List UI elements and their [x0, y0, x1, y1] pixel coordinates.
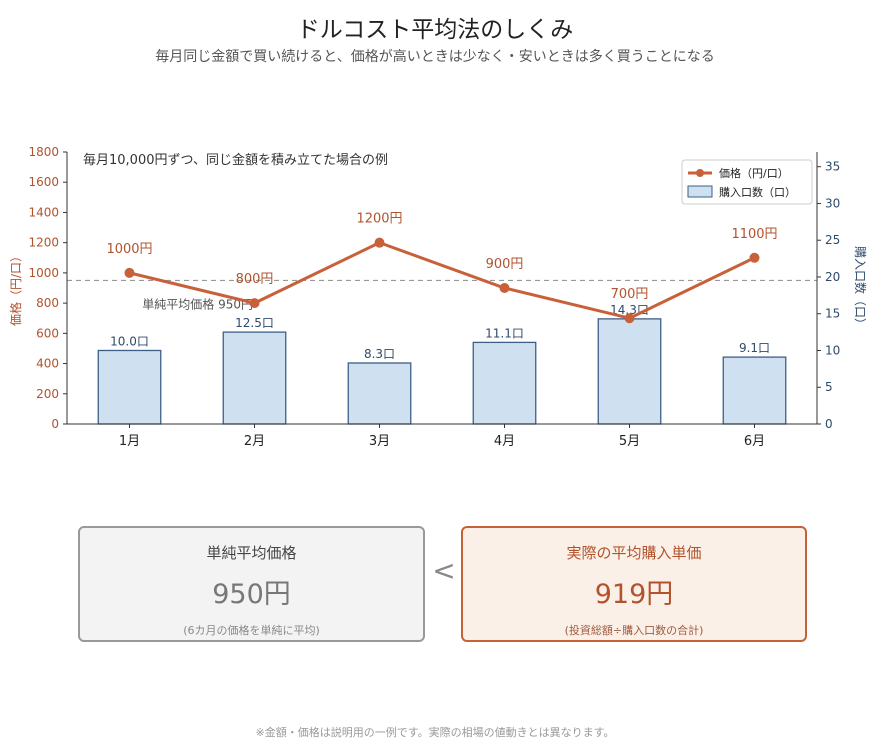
actual-average-value: 919円 — [594, 579, 674, 610]
simple-average-value: 950円 — [212, 579, 291, 610]
left-tick-label: 1400 — [28, 205, 59, 219]
legend-bar-label: 購入口数（口） — [719, 185, 796, 199]
x-tick-label: 2月 — [244, 434, 265, 449]
price-value-label: 800円 — [236, 272, 274, 287]
right-tick-label: 5 — [825, 380, 833, 394]
x-tick-label: 6月 — [744, 434, 765, 449]
price-point — [749, 252, 760, 263]
bar-value-label: 12.5口 — [235, 316, 274, 330]
bar-units — [472, 341, 537, 425]
price-value-label: 1200円 — [356, 212, 402, 227]
bar-value-label: 8.3口 — [364, 347, 395, 361]
average-reference-label: 単純平均価格 950円 — [142, 296, 253, 311]
price-line — [129, 241, 756, 320]
legend-price-marker — [696, 169, 704, 177]
right-axis-title: 購入口数（口） — [853, 246, 868, 330]
left-tick-label: 600 — [36, 326, 59, 340]
bar-units — [597, 318, 662, 425]
x-tick-label: 3月 — [369, 434, 390, 449]
right-tick-label: 0 — [825, 417, 833, 431]
legend-price-label: 価格（円/口） — [719, 166, 789, 180]
left-tick-label: 200 — [36, 387, 59, 401]
simple-average-note: (6カ月の価格を単純に平均) — [183, 624, 320, 637]
right-tick-label: 30 — [825, 196, 840, 210]
simple-average-label: 単純平均価格 — [206, 544, 297, 562]
page-subtitle: 毎月同じ金額で買い続けると、価格が高いときは少なく・安いときは多く買うことになる — [155, 49, 715, 65]
bar-units — [347, 362, 412, 425]
footer-disclaimer: ※金額・価格は説明用の一例です。実際の相場の値動きとは異なります。 — [255, 726, 615, 739]
price-point — [249, 298, 260, 309]
bar-value-label: 9.1口 — [739, 341, 770, 355]
simple-average-box: 単純平均価格 950円 (6カ月の価格を単純に平均) — [78, 526, 425, 642]
actual-average-box: 実際の平均購入単価 919円 (投資総額÷購入口数の合計) — [461, 526, 807, 642]
legend-bar-swatch — [687, 185, 713, 198]
x-tick-label: 4月 — [494, 434, 515, 449]
price-value-label: 900円 — [486, 257, 524, 272]
left-axis-title: 価格（円/口） — [8, 250, 23, 326]
left-tick-label: 1200 — [28, 236, 59, 250]
right-tick-label: 10 — [825, 343, 840, 357]
left-tick-label: 1600 — [28, 175, 59, 189]
right-tick-label: 15 — [825, 307, 840, 321]
price-point — [374, 237, 385, 248]
left-tick-label: 0 — [51, 417, 59, 431]
actual-average-note: (投資総額÷購入口数の合計) — [564, 624, 704, 637]
price-value-label: 1000円 — [106, 242, 152, 257]
price-point — [499, 283, 510, 293]
legend-box — [681, 159, 813, 205]
bar-units — [222, 331, 287, 425]
bar-value-label: 10.0口 — [110, 334, 149, 348]
right-tick-label: 35 — [825, 160, 840, 174]
page-title: ドルコスト平均法のしくみ — [296, 17, 574, 43]
price-point — [124, 267, 135, 278]
left-tick-label: 400 — [36, 357, 59, 371]
price-value-label: 700円 — [611, 287, 649, 302]
right-tick-label: 20 — [825, 270, 840, 284]
price-value-label: 1100円 — [731, 227, 777, 242]
left-tick-label: 800 — [36, 296, 59, 310]
right-tick-label: 25 — [825, 233, 840, 247]
left-tick-label: 1800 — [28, 145, 59, 159]
bar-value-label: 11.1口 — [485, 326, 524, 340]
actual-average-label: 実際の平均購入単価 — [566, 544, 702, 562]
price-point — [624, 313, 635, 324]
chart-annotation: 毎月10,000円ずつ、同じ金額を積み立てた場合の例 — [83, 152, 388, 168]
x-tick-label: 1月 — [119, 434, 140, 449]
x-tick-label: 5月 — [619, 434, 640, 449]
bar-units — [722, 356, 787, 425]
left-tick-label: 1000 — [28, 266, 59, 280]
bar-units — [97, 349, 162, 425]
less-than-sign: < — [432, 554, 456, 587]
